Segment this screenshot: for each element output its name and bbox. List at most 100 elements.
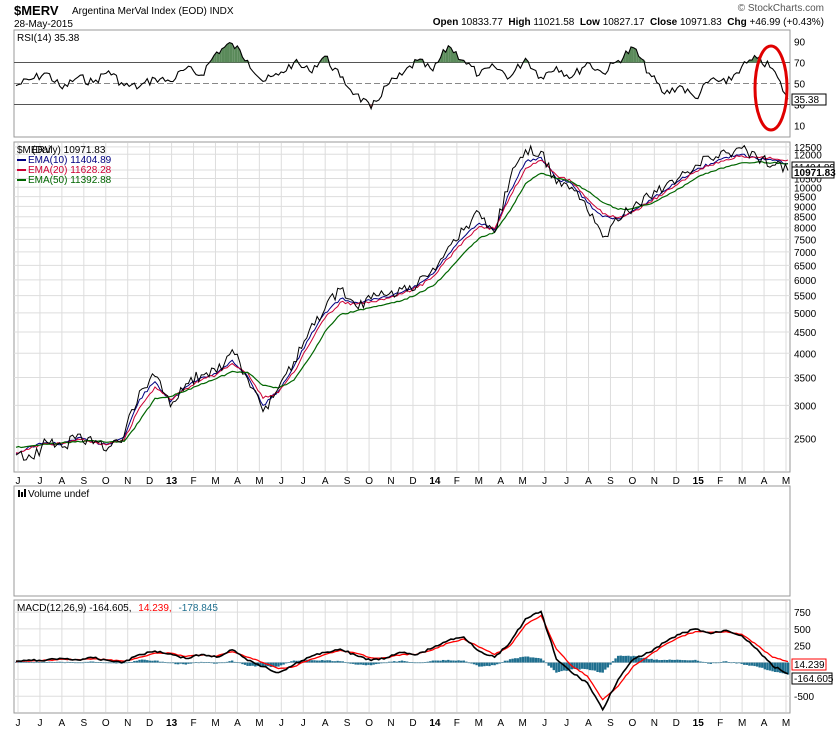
macd-hist-bar-14 <box>50 661 54 663</box>
macd-hist-bar-38 <box>112 662 115 664</box>
macd-x-tick-7: 13 <box>166 718 178 729</box>
macd-legend: MACD(12,26,9) -164.605, 14.239, -178.845 <box>17 603 218 614</box>
price-x-tick-17: N <box>387 476 394 487</box>
macd-x-tick-33: M <box>738 718 746 729</box>
macd-hist-bar-279 <box>732 662 736 663</box>
macd-legend-signal: 14.239, <box>138 603 171 614</box>
macd-hist-bar-194 <box>514 658 517 663</box>
macd-hist-bar-57 <box>161 661 164 663</box>
macd-hist-bar-78 <box>215 662 218 664</box>
macd-hist-bar-61 <box>171 662 175 664</box>
macd-hist-bar-33 <box>99 662 103 663</box>
price-x-tick-6: D <box>146 476 153 487</box>
price-x-tick-22: A <box>497 476 504 487</box>
rsi-overbought-fill-33 <box>443 49 446 63</box>
macd-hist-bar-186 <box>493 662 496 666</box>
macd-x-tick-3: S <box>80 718 87 729</box>
price-x-tick-21: M <box>475 476 483 487</box>
macd-hist-bar-67 <box>187 662 190 664</box>
price-x-tick-26: A <box>585 476 592 487</box>
price-x-tick-10: A <box>234 476 241 487</box>
macd-hist-bar-116 <box>313 660 316 663</box>
price-x-tick-4: O <box>102 476 110 487</box>
rsi-y-tick-1: 70 <box>794 59 806 70</box>
macd-hist-bar-298 <box>781 662 785 674</box>
macd-hist-bar-79 <box>218 662 221 664</box>
macd-hist-bar-65 <box>182 662 185 665</box>
price-x-tick-25: J <box>564 476 569 487</box>
rsi-overbought-fill-4 <box>219 48 222 63</box>
macd-hist-bar-50 <box>143 659 146 663</box>
macd-y-tick-1: 500 <box>794 625 811 636</box>
ema10-legend: EMA(10) 11404.89 <box>28 155 112 166</box>
macd-x-tick-1: J <box>37 718 42 729</box>
macd-hist-bar-207 <box>547 662 550 666</box>
macd-hist-bar-37 <box>110 662 113 664</box>
macd-hist-bar-7 <box>32 662 36 664</box>
macd-hist-bar-263 <box>691 660 694 663</box>
macd-hist-bar-105 <box>285 662 288 664</box>
macd-hist-bar-172 <box>457 660 460 663</box>
macd-hist-bar-55 <box>156 660 159 663</box>
macd-hist-bar-51 <box>146 660 149 663</box>
macd-hist-bar-276 <box>725 661 728 663</box>
macd-hist-bar-91 <box>248 662 252 666</box>
macd-hist-bar-31 <box>94 661 97 663</box>
macd-y-tick-5: -500 <box>794 692 814 703</box>
volume-frame <box>13 485 791 597</box>
signal-current-box <box>791 658 827 671</box>
macd-hist-bar-146 <box>390 661 393 663</box>
macd-hist-bar-145 <box>387 661 391 663</box>
macd-hist-bar-26 <box>81 662 85 664</box>
macd-hist-bar-274 <box>719 662 723 663</box>
macd-hist-bar-247 <box>650 658 653 663</box>
macd-hist-bar-19 <box>63 662 67 664</box>
macd-hist-bar-115 <box>310 660 314 663</box>
macd-hist-bar-183 <box>485 662 489 666</box>
macd-hist-bar-27 <box>84 661 87 663</box>
price-y-tick-3: 10500 <box>794 174 822 185</box>
macd-hist-bar-81 <box>223 662 226 664</box>
macd-hist-bar-293 <box>768 662 772 671</box>
macd-hist-bar-135 <box>362 662 365 665</box>
macd-x-tick-30: D <box>673 718 680 729</box>
price-x-tick-7: 13 <box>166 476 178 487</box>
macd-hist-bar-199 <box>526 656 530 663</box>
copyright-link[interactable]: © StockCharts.com <box>737 3 824 14</box>
macd-hist-bar-175 <box>465 661 468 663</box>
signal-current-label: 14.239 <box>794 660 825 671</box>
macd-hist-bar-72 <box>200 661 203 663</box>
macd-hist-bar-283 <box>743 662 746 665</box>
macd-hist-bar-90 <box>246 662 249 666</box>
macd-hist-bar-6 <box>30 662 33 663</box>
macd-hist-bar-123 <box>331 661 334 663</box>
price-x-tick-16: O <box>365 476 373 487</box>
price-x-tick-14: A <box>322 476 329 487</box>
macd-hist-bar-221 <box>583 662 586 670</box>
macd-hist-bar-185 <box>490 662 494 666</box>
macd-hist-bar-29 <box>89 661 92 663</box>
macd-hist-bar-45 <box>130 662 133 663</box>
macd-hist-bar-152 <box>405 661 409 663</box>
macd-hist-bar-235 <box>619 655 622 663</box>
price-y-tick-4: 10000 <box>794 183 822 194</box>
macd-hist-bar-60 <box>169 662 172 664</box>
macd-hist-bar-254 <box>668 659 671 663</box>
rsi-legend: RSI(14) 35.38 <box>17 33 80 44</box>
macd-hist-bar-281 <box>737 662 741 664</box>
macd-hist-bar-24 <box>76 662 79 664</box>
macd-hist-bar-15 <box>53 662 56 663</box>
macd-hist-bar-74 <box>205 662 208 663</box>
macd-hist-bar-42 <box>122 662 126 664</box>
rsi-overbought-fill-36 <box>450 47 454 63</box>
rsi-y-tick-2: 50 <box>794 80 806 91</box>
macd-x-tick-0: J <box>16 718 21 729</box>
macd-hist-bar-138 <box>369 662 373 666</box>
macd-hist-bar-23 <box>73 662 77 664</box>
macd-hist-bar-69 <box>192 662 195 664</box>
price-series-3 <box>15 144 789 461</box>
price-x-tick-0: J <box>16 476 21 487</box>
volume-icon-bar2 <box>21 492 23 497</box>
price-y-tick-8: 8000 <box>794 224 817 235</box>
macd-hist-bar-299 <box>784 662 787 674</box>
